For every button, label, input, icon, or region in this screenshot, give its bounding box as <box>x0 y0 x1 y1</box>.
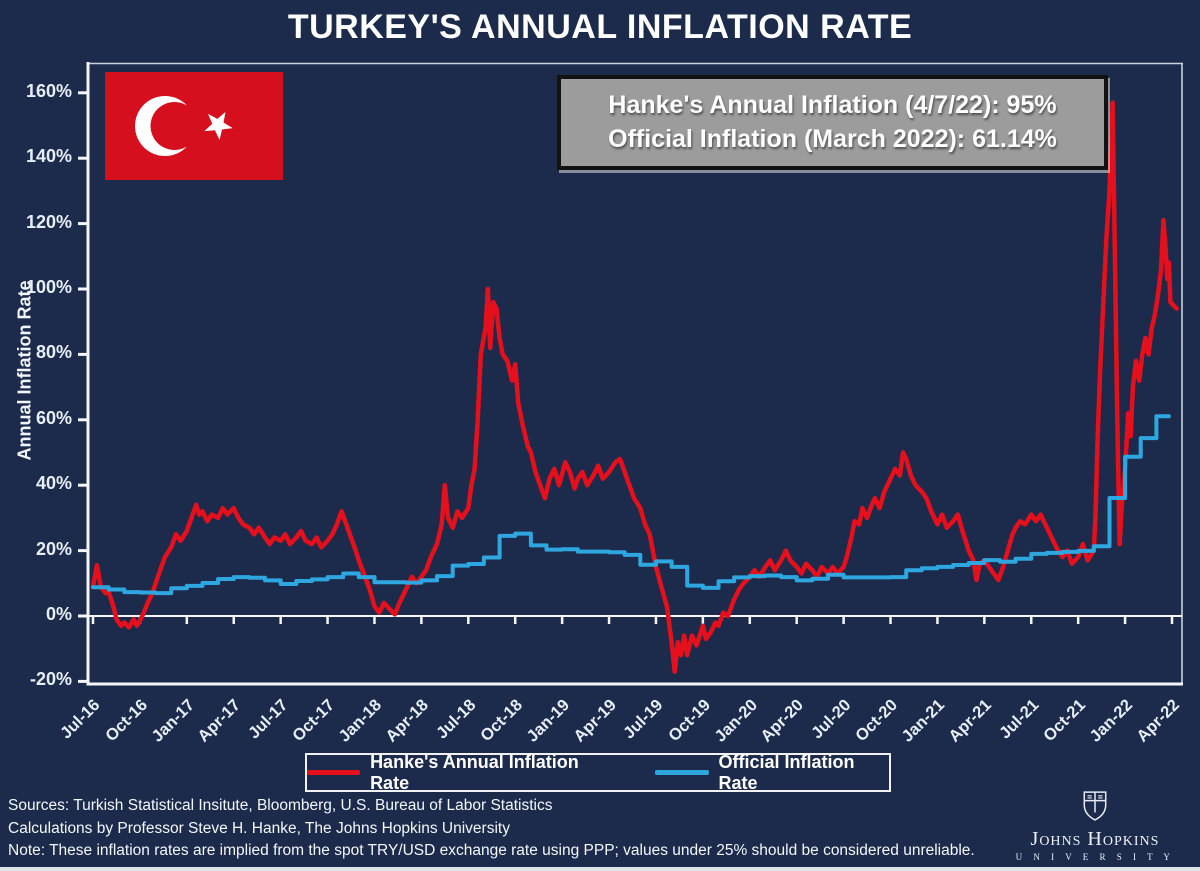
x-tick-label: Oct-21 <box>1039 696 1089 746</box>
x-tick-label: Jan-17 <box>147 696 198 746</box>
x-tick-label: Jul-20 <box>807 696 855 743</box>
legend-label: Hanke's Annual Inflation Rate <box>370 751 579 793</box>
legend-label: Official Inflation Rate <box>718 751 855 793</box>
x-tick-label: Jan-19 <box>523 696 573 746</box>
x-tick-label: Oct-16 <box>101 696 151 746</box>
x-tick-label: Jul-17 <box>244 696 292 743</box>
legend-swatch <box>655 770 709 775</box>
jhu-name: Johns Hopkins <box>1030 828 1160 850</box>
jhu-shield-icon <box>1083 791 1107 821</box>
johns-hopkins-logo: Johns Hopkins U N I V E R S I T Y <box>1006 791 1184 862</box>
annotation-hanke: Hanke's Annual Inflation (4/7/22): 95% <box>608 90 1057 119</box>
y-axis-title: Annual Inflation Rate <box>14 280 35 461</box>
x-tick-label: Apr-20 <box>757 696 808 746</box>
y-tick-label: 60% <box>35 407 72 428</box>
x-tick-label: Apr-19 <box>570 696 620 746</box>
x-tick-label: Oct-18 <box>476 696 526 746</box>
y-tick-label: 120% <box>25 211 72 232</box>
x-tick-label: Jul-18 <box>432 696 480 743</box>
chart-legend: Hanke's Annual Inflation Rate Official I… <box>305 752 891 794</box>
y-tick-label: 20% <box>35 538 72 559</box>
x-tick-label: Apr-17 <box>194 696 245 746</box>
x-tick-label: Oct-20 <box>852 696 902 746</box>
chart-canvas <box>78 62 1183 686</box>
note-line: Note: These inflation rates are implied … <box>8 842 975 859</box>
turkey-flag-icon <box>105 72 283 180</box>
y-tick-label: 0% <box>45 604 72 624</box>
legend-item-official: Official Inflation Rate <box>655 752 889 794</box>
x-tick-label: Jan-18 <box>335 696 386 746</box>
calculations-line: Calculations by Professor Steve H. Hanke… <box>8 819 510 837</box>
x-tick-label: Jul-21 <box>995 696 1042 743</box>
page-title: TURKEY'S ANNUAL INFLATION RATE <box>287 8 913 46</box>
y-tick-label: 140% <box>25 146 72 167</box>
x-tick-label: Apr-21 <box>945 696 996 746</box>
x-tick-label: Jan-21 <box>898 696 949 746</box>
source-notes: Sources: Turkish Statistical Insitute, B… <box>8 795 975 863</box>
star-icon <box>204 111 233 140</box>
annotation-official: Official Inflation (March 2022): 61.14% <box>608 125 1057 153</box>
x-tick-label: Apr-22 <box>1133 696 1183 746</box>
x-tick-label: Apr-18 <box>382 696 433 746</box>
y-tick-label: 100% <box>25 277 72 297</box>
jhu-university: U N I V E R S I T Y <box>1015 852 1175 862</box>
x-tick-label: Jul-16 <box>57 696 104 743</box>
y-tick-label: 160% <box>25 80 72 101</box>
x-tick-label: Oct-17 <box>289 696 339 746</box>
y-tick-label: -20% <box>29 669 72 690</box>
y-tick-label: 80% <box>35 342 72 363</box>
annotation-box: Hanke's Annual Inflation (4/7/22): 95% O… <box>557 75 1108 170</box>
x-tick-label: Jan-22 <box>1086 696 1136 746</box>
x-tick-label: Oct-19 <box>664 696 714 746</box>
y-tick-label: 40% <box>35 473 72 494</box>
x-tick-label: Jan-20 <box>710 696 761 746</box>
x-tick-label: Jul-19 <box>620 696 667 743</box>
sources-line: Sources: Turkish Statistical Insitute, B… <box>8 797 553 814</box>
legend-item-hanke: Hanke's Annual Inflation Rate <box>307 752 609 794</box>
legend-swatch <box>307 770 361 775</box>
